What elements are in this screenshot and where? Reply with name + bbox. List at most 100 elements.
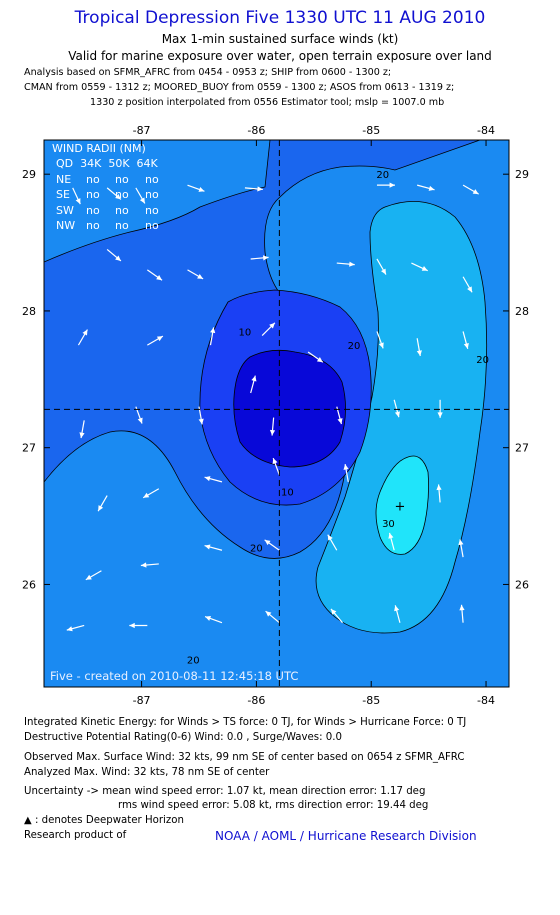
wind-vector-head <box>381 268 386 275</box>
plot-frame <box>43 139 510 688</box>
wind-radii-row-64k: no <box>145 204 159 217</box>
wind-vector-head <box>472 189 479 195</box>
wind-vector-head <box>428 185 435 191</box>
wind-radii-row-34k: no <box>86 219 100 232</box>
wind-vector <box>393 399 400 418</box>
wind-vector-head <box>98 505 104 512</box>
wind-vector <box>272 457 280 476</box>
wind-vector-head <box>75 198 81 205</box>
field-below-10kt <box>233 349 346 468</box>
wind-vector <box>462 184 479 195</box>
wind-vector-head <box>262 255 269 261</box>
wind-vector <box>264 539 280 551</box>
wind-vector <box>437 399 443 418</box>
wind-vector-head <box>156 336 163 342</box>
wind-vector <box>244 186 263 192</box>
wind-vector-head <box>129 622 135 629</box>
x-tick-label-bottom: -86 <box>247 694 265 707</box>
wind-radii-row-34k: no <box>86 188 100 201</box>
wind-vector <box>72 187 81 205</box>
wind-vector <box>146 269 163 281</box>
wind-field-chart: 20 10 20 20 10 20 30 20 + -87 -87 -86 -86 -85 -85 -84… <box>22 124 529 707</box>
wind-radii-row-50k: no <box>115 219 129 232</box>
wind-vector <box>204 544 223 551</box>
wind-vector-head <box>459 604 465 611</box>
chart-subtitle-exposure: Valid for marine exposure over water, op… <box>68 49 492 63</box>
wind-vector <box>376 258 387 275</box>
wind-vector <box>250 255 269 261</box>
y-tick-label-left: 28 <box>22 305 36 318</box>
contour-label: 20 <box>376 170 389 181</box>
x-tick-label-top: -86 <box>247 124 265 137</box>
wind-vector-head <box>416 350 422 357</box>
uncertainty-line-2: rms wind speed error: 5.08 kt, rms direc… <box>118 800 429 811</box>
x-tick-label-top: -84 <box>477 124 495 137</box>
wind-vector <box>376 331 384 349</box>
x-tick-label-bottom: -87 <box>133 694 151 707</box>
destructive-potential-line: Destructive Potential Rating(0-6) Wind: … <box>24 732 342 743</box>
chart-subtitle: Max 1-min sustained surface winds (kt) <box>161 32 399 46</box>
contour-label: 10 <box>281 487 294 498</box>
wind-vector-head <box>79 432 85 439</box>
wind-vector-head <box>197 273 204 279</box>
wind-vector <box>458 539 464 558</box>
x-tick-label-top: -85 <box>362 124 380 137</box>
x-tick-label-top: -87 <box>133 124 151 137</box>
contour-label: 20 <box>476 355 489 366</box>
x-tick-label-bottom: -85 <box>362 694 380 707</box>
wind-vector <box>209 327 216 346</box>
wind-vector-head <box>143 492 150 498</box>
field-20-25kt-northwest <box>44 140 271 263</box>
x-tick-label-bottom: -84 <box>477 694 495 707</box>
wind-vector <box>330 608 343 624</box>
wind-vector-head <box>467 286 473 293</box>
contour-label: 10 <box>239 327 252 338</box>
wind-vector <box>66 624 85 632</box>
wind-vector <box>336 261 355 267</box>
wind-radii-row-34k: no <box>86 173 100 186</box>
wind-vector-head <box>204 544 211 550</box>
chart-title: Tropical Depression Five 1330 UTC 11 AUG… <box>74 8 486 28</box>
wind-vector-head <box>327 534 333 541</box>
wind-radii-row-50k: no <box>115 173 129 186</box>
wind-vector <box>129 622 148 629</box>
wind-vector <box>135 187 146 204</box>
wind-vector-head <box>264 539 271 546</box>
y-tick-label-right: 29 <box>515 168 529 181</box>
wind-vector-head <box>66 626 73 632</box>
analysis-sources-line-2: CMAN from 0559 - 1312 z; MOORED_BUOY fro… <box>24 82 455 93</box>
wind-vector <box>85 570 102 581</box>
wind-vector <box>79 420 85 439</box>
wind-vector <box>204 615 223 624</box>
contour-label: 30 <box>382 519 395 530</box>
wind-vector-head <box>388 532 394 539</box>
axis-ticks: -87 -87 -86 -86 -85 -85 -84 -84 26 26 27 27 28 28 29 29 <box>22 124 529 707</box>
ike-line: Integrated Kinetic Energy: for Winds > T… <box>24 717 467 728</box>
wind-radii-row-64k: no <box>145 219 159 232</box>
wind-vector <box>394 605 401 623</box>
y-tick-label-right: 28 <box>515 305 529 318</box>
wind-radii-row-64k: no <box>145 173 159 186</box>
wind-vector <box>269 417 276 436</box>
wind-vector <box>416 184 435 191</box>
wind-vector <box>265 610 280 624</box>
research-label: Research product of <box>24 830 127 841</box>
wind-vector-head <box>251 375 257 382</box>
wind-vector-head <box>389 182 395 188</box>
y-tick-label-left: 27 <box>22 442 36 455</box>
wind-vectors <box>66 182 479 632</box>
wind-vector <box>77 329 88 346</box>
wind-vector <box>97 495 108 512</box>
wind-vector-head <box>269 429 276 436</box>
noaa-credit-link[interactable]: NOAA / AOML / Hurricane Research Divisio… <box>215 829 477 843</box>
wind-vector-head <box>115 193 121 200</box>
contour-label: 20 <box>348 341 361 352</box>
wind-vector-head <box>210 327 216 334</box>
wind-radii-table: WIND RADII (NM) QD 34K 50K 64K NE no no … <box>52 142 159 232</box>
wind-radii-row-50k: no <box>115 188 129 201</box>
wind-vector <box>204 476 223 483</box>
wind-vector <box>106 187 122 200</box>
wind-vector <box>436 484 442 503</box>
wind-radii-columns: QD 34K 50K 64K <box>56 157 159 170</box>
wind-vector <box>388 532 395 551</box>
